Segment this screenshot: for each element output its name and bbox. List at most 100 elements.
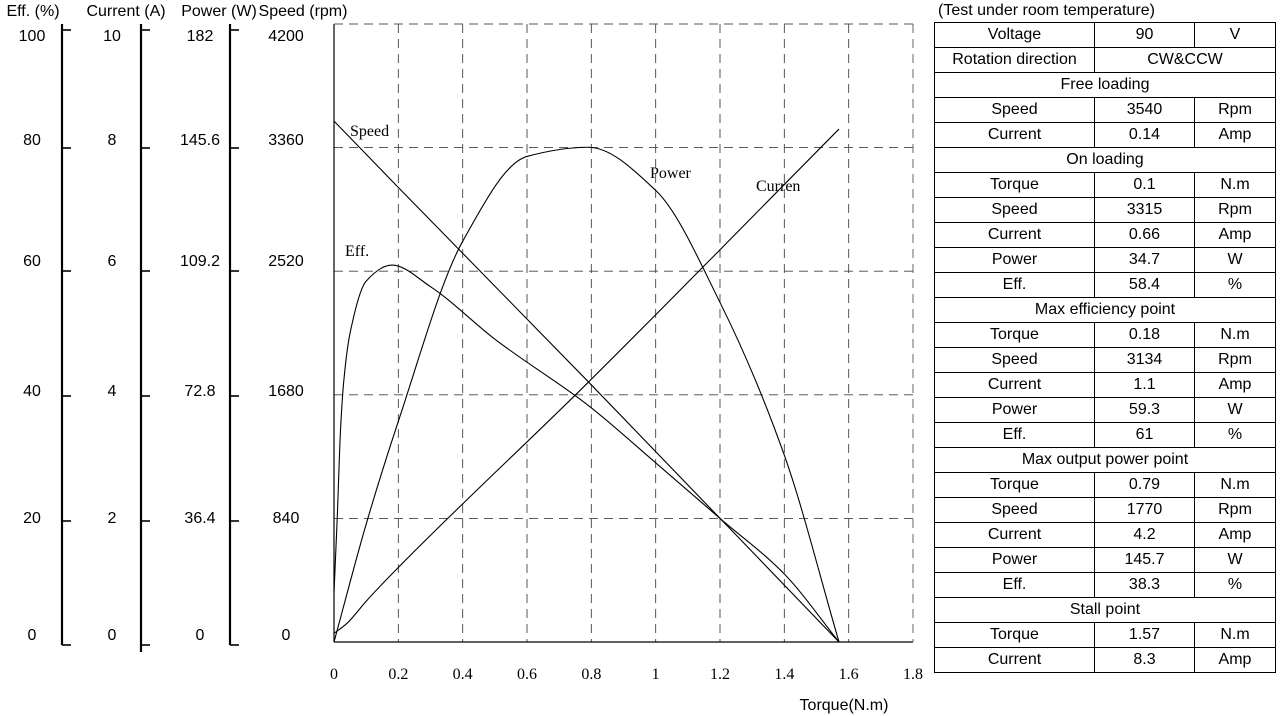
spec-caption: (Test under room temperature) <box>938 2 1155 19</box>
x-tick-label: 1.6 <box>839 666 859 683</box>
spec-label: Torque <box>934 322 1095 348</box>
spec-unit: % <box>1194 572 1276 598</box>
spec-row: Torque 1.57 N.m <box>934 622 1276 648</box>
spec-row: Power 145.7 W <box>934 547 1276 573</box>
x-axis-title: Torque(N.m) <box>800 697 889 714</box>
tick-label-current: 10 <box>103 28 121 45</box>
spec-section-title: Max output power point <box>934 447 1276 473</box>
tick-label-power: 36.4 <box>184 510 215 527</box>
spec-panel: (Test under room temperature) Voltage 90 V… <box>934 0 1276 673</box>
spec-section-title: On loading <box>934 147 1276 173</box>
curve-label-speed: Speed <box>350 123 389 140</box>
spec-row: Speed 3134 Rpm <box>934 347 1276 373</box>
x-tick-label: 1.8 <box>903 666 923 683</box>
spec-unit: Amp <box>1194 647 1276 673</box>
axis-header-speed: Speed (rpm) <box>259 3 348 20</box>
tick-label-eff: 20 <box>23 510 41 527</box>
x-tick-label: 0.6 <box>517 666 537 683</box>
tick-label-eff: 60 <box>23 253 41 270</box>
tick-label-speed: 3360 <box>268 132 304 149</box>
x-axis: 0 0.2 0.4 0.6 0.8 1 1.2 1.4 1.6 1.8 Torque(N.m) <box>330 666 923 714</box>
spec-row: Current 4.2 Amp <box>934 522 1276 548</box>
spec-unit: N.m <box>1194 172 1276 198</box>
spec-section-title: Free loading <box>934 72 1276 98</box>
x-tick-label: 0 <box>330 666 338 683</box>
tick-label-power: 72.8 <box>184 383 215 400</box>
spec-value: 0.1 <box>1094 172 1195 198</box>
spec-row: Current 1.1 Amp <box>934 372 1276 398</box>
spec-label: Power <box>934 547 1095 573</box>
curve-label-power: Power <box>650 165 692 182</box>
spec-unit: N.m <box>1194 472 1276 498</box>
spec-unit: Amp <box>1194 522 1276 548</box>
spec-unit: Amp <box>1194 122 1276 148</box>
tick-label-speed: 1680 <box>268 383 304 400</box>
spec-row: Eff. 61% <box>934 422 1276 448</box>
spec-section-title: Max efficiency point <box>934 297 1276 323</box>
spec-unit: % <box>1194 422 1276 448</box>
spec-value: 3134 <box>1094 347 1195 373</box>
spec-row: Rotation direction CW&CCW <box>934 47 1276 73</box>
spec-unit: Amp <box>1194 222 1276 248</box>
spec-value: 61 <box>1094 422 1195 448</box>
spec-row: Current 8.3 Amp <box>934 647 1276 673</box>
curve-eff <box>333 264 840 643</box>
spec-value: 3315 <box>1094 197 1195 223</box>
spec-unit: Rpm <box>1194 347 1276 373</box>
spec-section-row: Free loading <box>934 72 1276 98</box>
spec-value: 38.3 <box>1094 572 1195 598</box>
spec-row: Speed 1770 Rpm <box>934 497 1276 523</box>
spec-value: 0.14 <box>1094 122 1195 148</box>
curve-label-eff: Eff. <box>345 243 369 260</box>
spec-row: Eff. 38.3% <box>934 572 1276 598</box>
spec-label: Current <box>934 372 1095 398</box>
spec-value: 0.79 <box>1094 472 1195 498</box>
tick-label-speed: 2520 <box>268 253 304 270</box>
spec-label: Rotation direction <box>934 47 1095 73</box>
axis-header-eff: Eff. (%) <box>6 3 59 20</box>
plot-frame <box>333 23 914 643</box>
tick-label-eff: 0 <box>28 627 37 644</box>
spec-row: Current 0.14 Amp <box>934 122 1276 148</box>
curve-curren <box>333 128 840 634</box>
spec-row: Power 34.7 W <box>934 247 1276 273</box>
spec-value: 0.18 <box>1094 322 1195 348</box>
tick-label-current: 8 <box>108 132 117 149</box>
spec-value: 3540 <box>1094 97 1195 123</box>
curve-label-curren: Curren <box>756 178 800 195</box>
tick-label-eff: 40 <box>23 383 41 400</box>
tick-label-current: 2 <box>108 510 117 527</box>
spec-section-title: Stall point <box>934 597 1276 623</box>
x-tick-label: 1.2 <box>710 666 730 683</box>
spec-unit: N.m <box>1194 622 1276 648</box>
spec-section-row: On loading <box>934 147 1276 173</box>
spec-section-row: Stall point <box>934 597 1276 623</box>
spec-unit: W <box>1194 547 1276 573</box>
spec-row: Voltage 90 V <box>934 22 1276 48</box>
spec-value: 1770 <box>1094 497 1195 523</box>
spec-label: Torque <box>934 472 1095 498</box>
spec-value: 1.1 <box>1094 372 1195 398</box>
spec-label: Speed <box>934 347 1095 373</box>
spec-label: Speed <box>934 97 1095 123</box>
spec-label: Power <box>934 247 1095 273</box>
spec-value: 58.4 <box>1094 272 1195 298</box>
x-tick-label: 0.2 <box>388 666 408 683</box>
spec-row: Torque 0.1 N.m <box>934 172 1276 198</box>
tick-label-current: 0 <box>108 627 117 644</box>
spec-label: Eff. <box>934 272 1095 298</box>
x-tick-label: 0.4 <box>453 666 473 683</box>
spec-label: Speed <box>934 497 1095 523</box>
tick-label-current: 6 <box>108 253 117 270</box>
x-tick-label: 0.8 <box>581 666 601 683</box>
spec-value: 8.3 <box>1094 647 1195 673</box>
spec-label: Eff. <box>934 572 1095 598</box>
spec-value: 59.3 <box>1094 397 1195 423</box>
tick-label-speed: 840 <box>273 510 300 527</box>
spec-value: 34.7 <box>1094 247 1195 273</box>
tick-label-power: 0 <box>196 627 205 644</box>
x-tick-label: 1 <box>652 666 660 683</box>
tick-label-current: 4 <box>108 383 117 400</box>
